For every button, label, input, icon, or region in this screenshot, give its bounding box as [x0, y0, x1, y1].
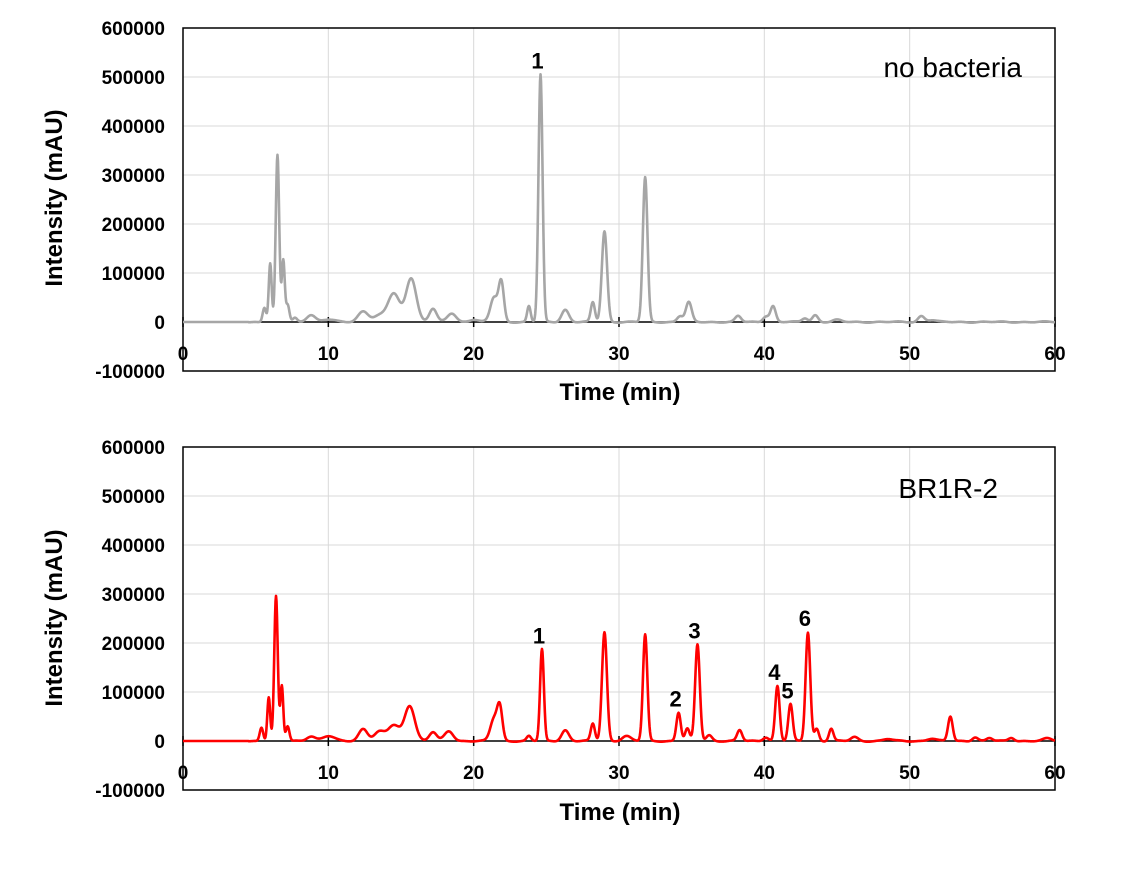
- y-tick-label: 300000: [102, 585, 165, 606]
- x-axis-label: Time (min): [560, 379, 681, 406]
- no-bacteria-chart: Intensity (mAU) Time (min) no bacteria 6…: [41, 19, 1066, 406]
- y-tick-label: 400000: [102, 536, 165, 557]
- y-tick-label: 0: [154, 732, 165, 753]
- peak-label: 1: [533, 623, 545, 648]
- x-tick-label: 40: [754, 763, 775, 784]
- x-tick-label: 30: [608, 763, 629, 784]
- x-tick-label: 60: [1044, 344, 1065, 365]
- peak-label: 6: [799, 606, 811, 631]
- y-tick-label: 300000: [102, 166, 165, 187]
- x-tick-label: 60: [1044, 763, 1065, 784]
- plot-frame: [182, 446, 1056, 791]
- x-tick-label: 10: [318, 344, 339, 365]
- chromatogram-trace: [182, 72, 1056, 325]
- y-tick-label: 600000: [102, 438, 165, 459]
- y-tick-label: -100000: [95, 781, 165, 802]
- y-tick-label: 200000: [102, 215, 165, 236]
- x-tick-label: 30: [608, 344, 629, 365]
- plot-frame: [182, 27, 1056, 372]
- y-tick-label: 200000: [102, 634, 165, 655]
- gridlines: [182, 27, 1056, 372]
- peak-label: 3: [688, 618, 700, 643]
- x-tick-label: 50: [899, 344, 920, 365]
- x-tick-label: 0: [178, 763, 189, 784]
- x-tick-label: 20: [463, 344, 484, 365]
- chromatogram-trace: [182, 594, 1056, 744]
- y-tick-label: 500000: [102, 68, 165, 89]
- br1r-2-chart: Intensity (mAU) Time (min) BR1R-2 600000…: [41, 438, 1066, 826]
- y-tick-label: 400000: [102, 117, 165, 138]
- x-tick-label: 20: [463, 763, 484, 784]
- panel-title: BR1R-2: [898, 473, 998, 504]
- y-tick-label: -100000: [95, 362, 165, 383]
- peak-label: 5: [781, 678, 793, 703]
- panel-title: no bacteria: [883, 52, 1022, 83]
- x-tick-label: 40: [754, 344, 775, 365]
- peak-label: 2: [669, 687, 681, 712]
- y-tick-label: 0: [154, 313, 165, 334]
- y-axis-label: Intensity (mAU): [41, 109, 68, 286]
- peak-label: 1: [531, 49, 543, 74]
- y-axis-label: Intensity (mAU): [41, 529, 68, 706]
- peak-label: 4: [768, 660, 781, 685]
- x-tick-label: 50: [899, 763, 920, 784]
- y-tick-label: 100000: [102, 683, 165, 704]
- x-axis-label: Time (min): [560, 799, 681, 826]
- y-tick-label: 600000: [102, 19, 165, 40]
- y-tick-label: 500000: [102, 487, 165, 508]
- y-tick-label: 100000: [102, 264, 165, 285]
- x-tick-label: 10: [318, 763, 339, 784]
- x-tick-label: 0: [178, 344, 189, 365]
